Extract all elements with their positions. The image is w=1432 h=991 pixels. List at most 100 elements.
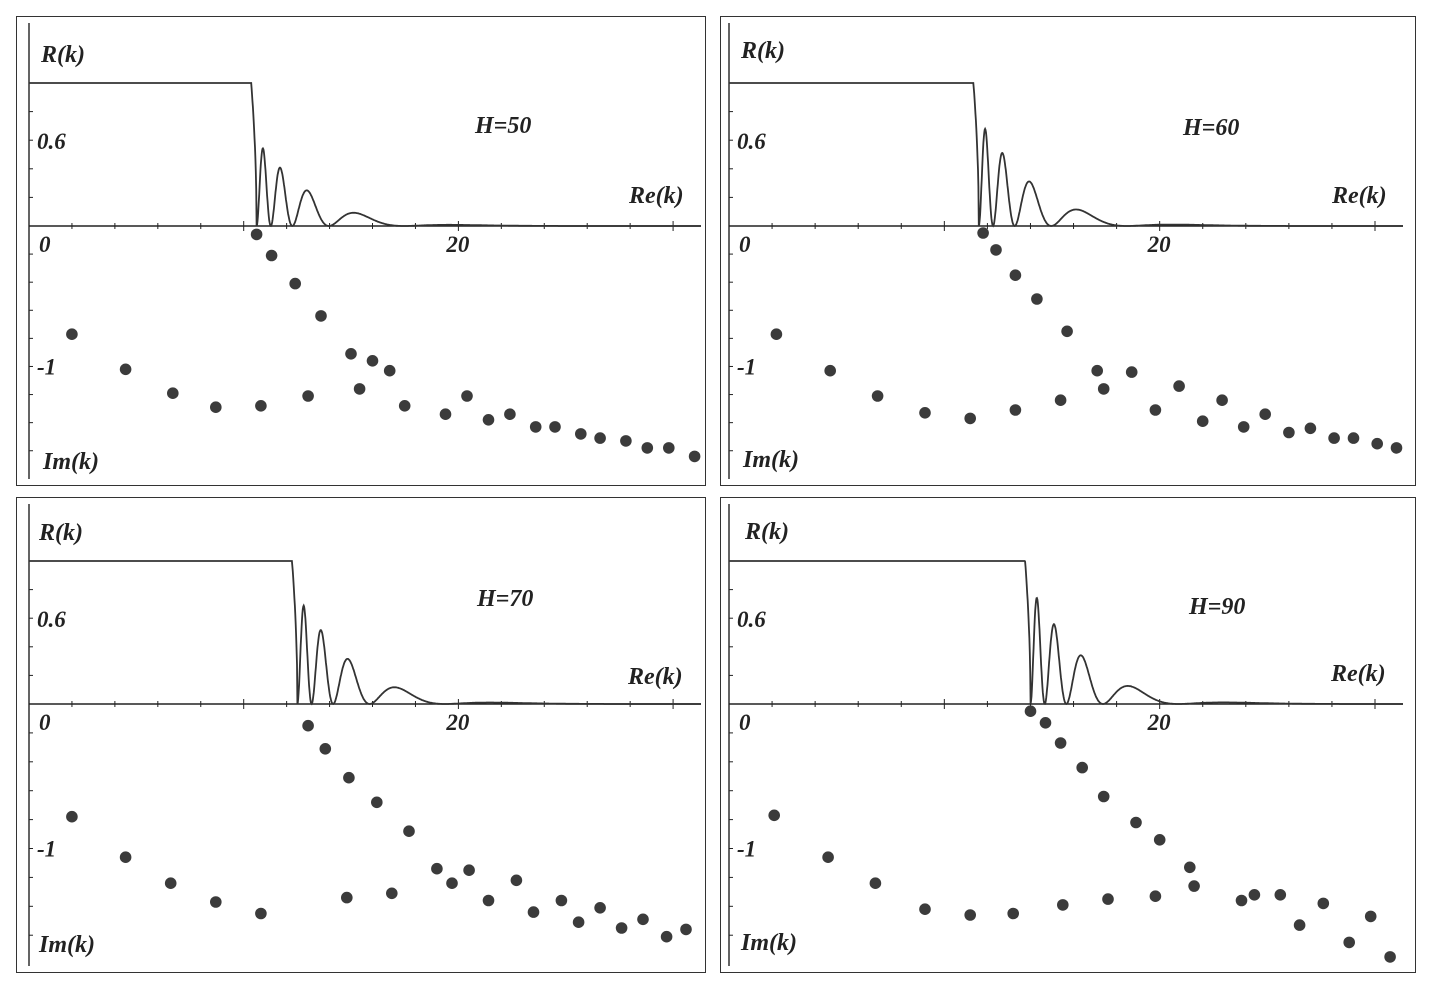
pole-point: [1024, 705, 1037, 717]
reflection-curve: [29, 82, 701, 228]
pole-point: [164, 877, 177, 889]
pole-point: [1125, 366, 1138, 378]
pole-point: [1097, 383, 1110, 395]
pole-point: [446, 877, 458, 889]
x-axis-label: Re(k): [1331, 183, 1387, 209]
pole-point: [66, 328, 78, 341]
pole-point: [366, 355, 379, 367]
im-axis-label: Im(k): [740, 930, 797, 956]
x-tick-label: 20: [1147, 232, 1172, 257]
x-tick-label: 20: [445, 710, 470, 735]
r-axis-label: R(k): [740, 38, 785, 64]
pole-point: [265, 249, 278, 262]
pole-point: [768, 809, 780, 822]
pole-point: [119, 363, 132, 376]
h-annotation: H=70: [476, 586, 533, 612]
pole-point: [575, 428, 587, 440]
pole-point: [822, 851, 834, 863]
pole-point: [919, 407, 931, 419]
r-axis-label: R(k): [744, 519, 789, 545]
pole-point: [641, 442, 654, 454]
pole-point: [688, 450, 701, 463]
im-tick-label: -1: [737, 354, 756, 379]
x-axis-label: Re(k): [1330, 661, 1386, 687]
pole-point: [637, 913, 649, 926]
pole-point: [1347, 432, 1360, 444]
pole-point: [1054, 394, 1067, 407]
pole-point: [210, 896, 222, 908]
im-axis-label: Im(k): [38, 932, 95, 958]
pole-point: [1009, 404, 1022, 416]
pole-point: [1061, 325, 1073, 338]
pole-point: [1293, 919, 1306, 931]
pole-point: [1283, 426, 1295, 439]
x-tick-label: 0: [739, 232, 751, 257]
pole-point: [504, 408, 516, 421]
pole-point: [964, 909, 976, 921]
pole-point: [1102, 893, 1114, 905]
pole-point: [1390, 442, 1403, 454]
x-axis-label: Re(k): [627, 664, 683, 690]
pole-point: [1031, 293, 1043, 305]
pole-point: [680, 923, 692, 936]
x-tick-label: 20: [1147, 710, 1172, 735]
pole-point: [398, 400, 411, 412]
chart-svg: R(k) Im(k) Re(k) H=90 0.6 -1 0 20: [728, 504, 1403, 966]
pole-point: [431, 862, 443, 875]
h-annotation: H=60: [1182, 115, 1239, 141]
pole-point: [663, 442, 675, 454]
pole-point: [1007, 907, 1019, 920]
pole-point: [1097, 790, 1110, 803]
pole-point: [1184, 861, 1196, 874]
im-axis-label: Im(k): [742, 447, 799, 473]
pole-point: [871, 390, 884, 402]
pole-point: [1304, 422, 1317, 435]
pole-point: [315, 310, 327, 322]
im-axis-label: Im(k): [42, 449, 99, 475]
im-tick-label: -1: [37, 837, 56, 862]
chart-panel-h60: R(k) Im(k) Re(k) H=60 0.6 -1 0 20: [720, 16, 1416, 486]
pole-point: [510, 874, 523, 887]
reflection-curve: [729, 560, 1403, 705]
r-tick-label: 0.6: [737, 607, 766, 632]
pole-point: [572, 916, 585, 928]
pole-point: [990, 244, 1002, 256]
pole-point: [250, 228, 263, 241]
pole-point: [371, 796, 383, 809]
pole-point: [1039, 717, 1052, 729]
pole-point: [343, 771, 355, 784]
r-axis-label: R(k): [40, 42, 85, 68]
pole-point: [1188, 880, 1200, 892]
pole-point: [210, 401, 222, 414]
h-annotation: H=50: [474, 113, 531, 139]
pole-point: [594, 902, 606, 914]
pole-point: [549, 421, 561, 433]
pole-point: [1057, 899, 1069, 911]
pole-point: [824, 364, 836, 377]
pole-point: [255, 400, 267, 412]
pole-point: [1153, 834, 1166, 846]
pole-point: [1173, 380, 1185, 392]
r-tick-label: 0.6: [37, 607, 66, 632]
pole-point: [1076, 761, 1088, 774]
x-tick-label: 20: [445, 232, 470, 257]
pole-point: [1328, 432, 1340, 444]
pole-point: [1149, 890, 1162, 902]
pole-point: [167, 387, 179, 400]
pole-point: [919, 903, 931, 915]
pole-point: [319, 743, 332, 755]
pole-point: [1216, 394, 1228, 407]
x-axis-label: Re(k): [628, 183, 684, 209]
chart-svg: R(k) Im(k) Re(k) H=50 0.6 -1 0 20: [28, 23, 701, 479]
chart-panel-h50: R(k) Im(k) Re(k) H=50 0.6 -1 0 20: [16, 16, 706, 486]
pole-point: [439, 408, 452, 421]
pole-point: [403, 825, 415, 837]
chart-panel-h70: R(k) Im(k) Re(k) H=70 0.6 -1 0 20: [16, 497, 706, 973]
pole-point: [302, 390, 314, 402]
pole-point: [555, 894, 568, 907]
pole-point: [1364, 910, 1377, 923]
x-tick-label: 0: [739, 710, 751, 735]
reflection-curve: [729, 82, 1403, 228]
pole-point: [386, 887, 398, 900]
pole-point: [345, 348, 357, 360]
